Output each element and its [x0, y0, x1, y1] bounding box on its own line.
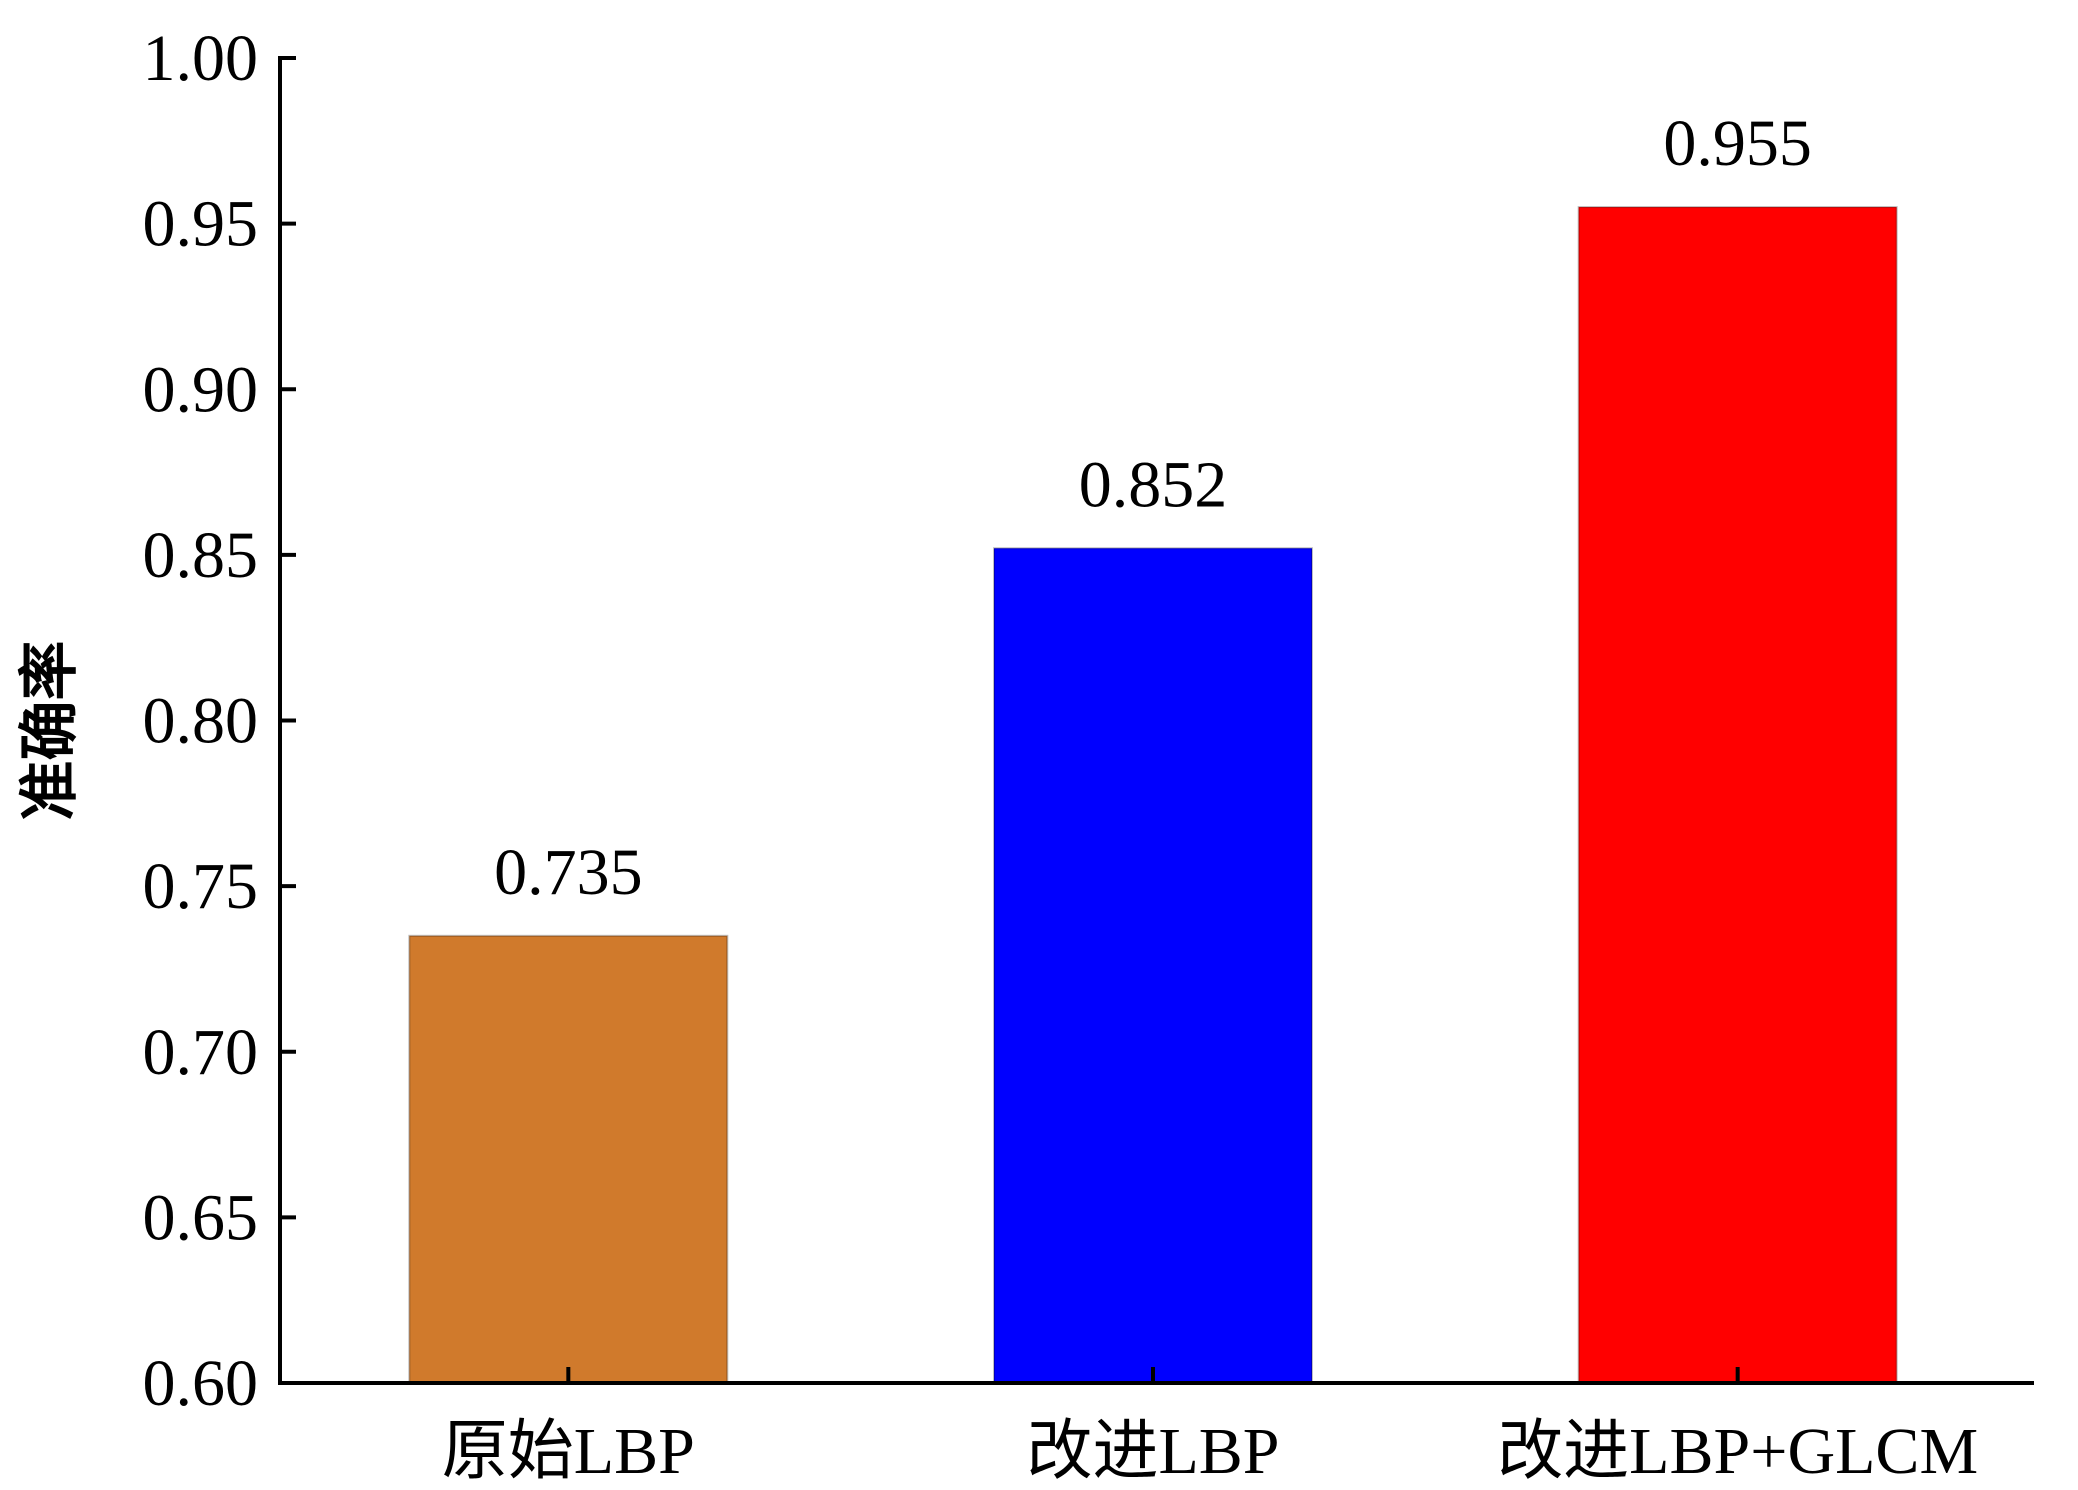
bar-value-label: 0.735: [494, 836, 643, 909]
x-axis-ticks: 原始LBP 改进LBP 改进LBP+GLCM: [442, 1367, 1978, 1488]
x-tick-label: 改进LBP: [1026, 1415, 1279, 1488]
bar-value-label: 0.852: [1079, 448, 1228, 521]
y-tick-label: 1.00: [143, 22, 259, 95]
bar-value-label: 0.955: [1663, 107, 1812, 180]
bar: [993, 547, 1313, 1384]
y-tick-label: 0.80: [143, 685, 259, 758]
x-tick-label: 改进LBP+GLCM: [1497, 1415, 1978, 1488]
y-tick-label: 0.65: [143, 1181, 259, 1254]
y-tick-label: 0.95: [143, 188, 259, 261]
y-tick-label: 0.60: [143, 1347, 259, 1420]
x-tick-label: 原始LBP: [442, 1415, 695, 1488]
bars: 0.735 0.852 0.955: [408, 107, 1898, 1384]
y-axis-label: 准确率: [15, 641, 85, 821]
bar: [408, 934, 729, 1384]
y-tick-label: 0.75: [143, 850, 259, 923]
y-axis-ticks: 0.60 0.65 0.70 0.75 0.80 0.85 0.90 0.95 1.00: [143, 22, 296, 1420]
y-tick-label: 0.70: [143, 1016, 259, 1089]
y-tick-label: 0.85: [143, 519, 259, 592]
bar: [1577, 206, 1898, 1384]
y-tick-label: 0.90: [143, 353, 259, 426]
